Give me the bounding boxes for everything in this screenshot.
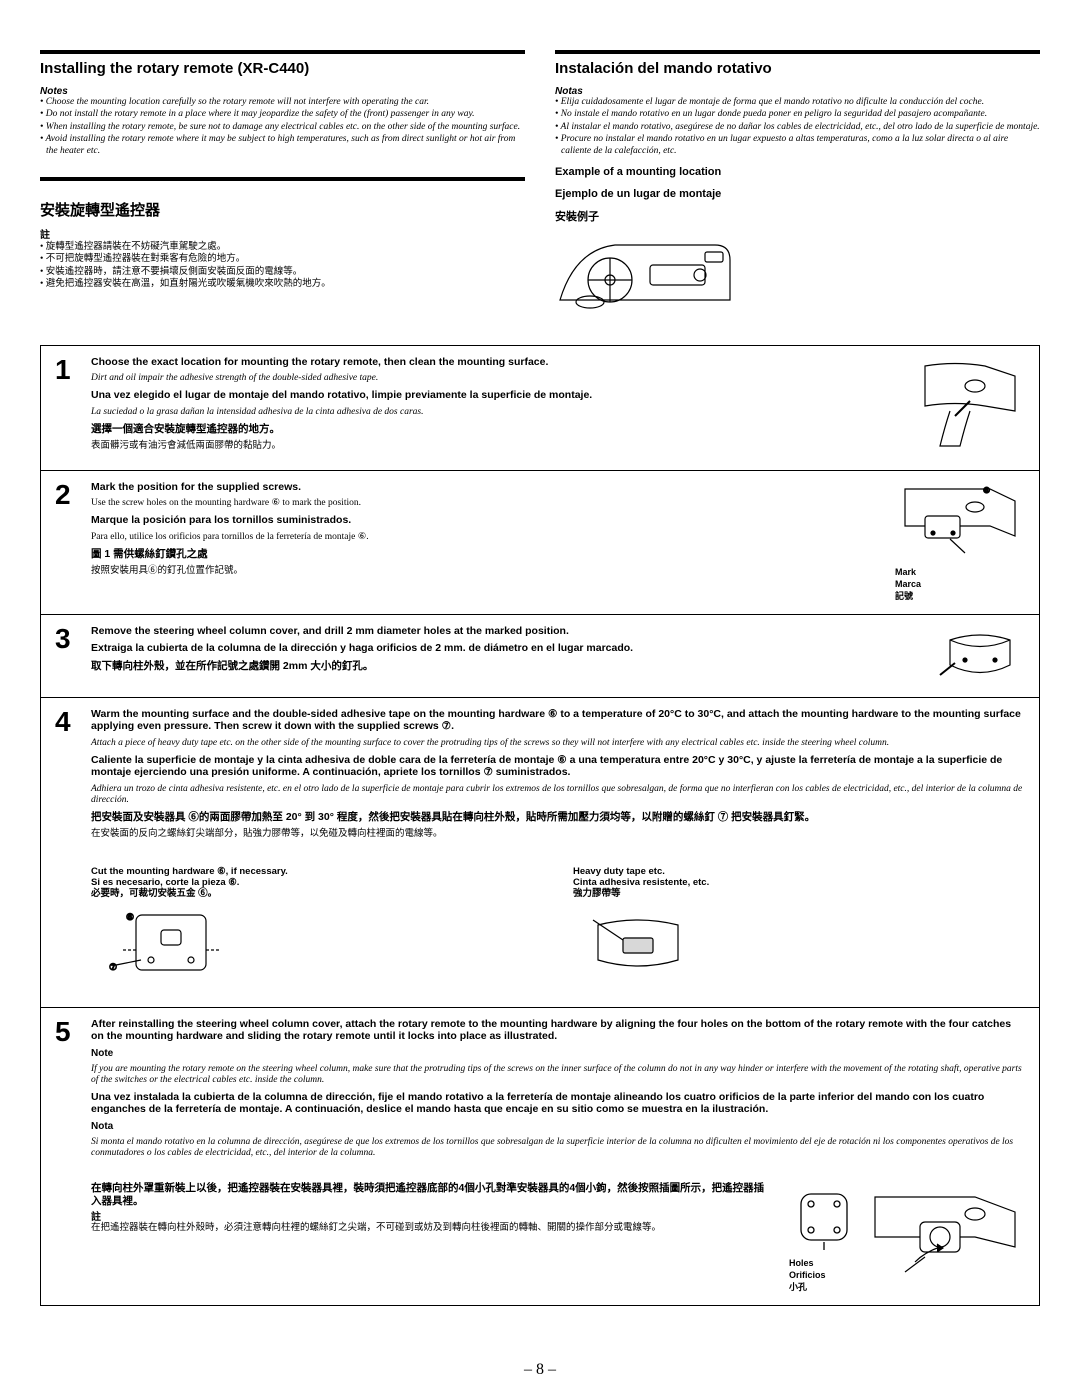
- holes-label-cn: 小孔: [789, 1283, 859, 1293]
- step4-left-cap2: Si es necesario, corte la pieza ⑥.: [91, 877, 543, 888]
- step2-es-reg: Para ello, utilice los orificios para to…: [91, 532, 883, 543]
- title-cn: 安裝旋轉型遙控器: [40, 199, 525, 220]
- step-1: 1 Choose the exact location for mounting…: [41, 346, 1039, 471]
- svg-text:⑦: ⑦: [109, 962, 117, 972]
- rule: [40, 50, 525, 54]
- step4-left-cap3: 必要時，可裁切安裝五金 ⑥。: [91, 888, 543, 899]
- step4-en-italic: Attach a piece of heavy duty tape etc. o…: [91, 738, 1025, 749]
- step1-en-bold: Choose the exact location for mounting t…: [91, 356, 903, 369]
- step4-cn-reg: 在安裝面的反向之螺絲釘尖端部分，貼強力膠帶等，以免碰及轉向柱裡面的電線等。: [91, 829, 1025, 841]
- notes-list-es: Elija cuidadosamente el lugar de montaje…: [555, 97, 1040, 157]
- step5-remote-bottom-illustration: [789, 1182, 859, 1252]
- right-column: Instalación del mando rotativo Notas Eli…: [555, 50, 1040, 325]
- notes-header-es: Notas: [555, 86, 1040, 97]
- svg-text:⑥: ⑥: [983, 486, 990, 495]
- step4-right-cap2: Cinta adhesiva resistente, etc.: [573, 877, 1025, 888]
- example-heading-es: Ejemplo de un lugar de montaje: [555, 187, 1040, 201]
- step4-es-bold: Caliente la superficie de montaje y la c…: [91, 754, 1025, 779]
- title-en: Installing the rotary remote (XR-C440): [40, 60, 525, 78]
- mark-label-en: Mark: [895, 568, 1025, 578]
- step2-illustration: ⑥ Mark Marca 記號: [895, 481, 1025, 602]
- step-number: 4: [55, 708, 81, 995]
- note-item: When installing the rotary remote, be su…: [46, 122, 525, 133]
- step5-en-note-hdr: Note: [91, 1048, 1025, 1059]
- note-item: 安裝遙控器時，請注意不要損壞反側面安裝面反面的電線等。: [46, 266, 525, 278]
- note-item: Avoid installing the rotary remote where…: [46, 134, 525, 157]
- step-3: 3 Remove the steering wheel column cover…: [41, 615, 1039, 698]
- step5-cn-note-hdr: 註: [91, 1208, 769, 1223]
- note-item: 旋轉型遙控器請裝在不妨礙汽車駕駛之處。: [46, 241, 525, 253]
- page-number: – 8 –: [0, 1361, 1080, 1379]
- step5-mount-illustration: [865, 1182, 1025, 1282]
- header-columns: Installing the rotary remote (XR-C440) N…: [40, 50, 1040, 325]
- rule: [40, 177, 525, 181]
- step1-es-bold: Una vez elegido el lugar de montaje del …: [91, 389, 903, 402]
- note-item: Al instalar el mando rotativo, asegúrese…: [561, 122, 1040, 133]
- step4-cn-bold: 把安裝面及安裝器具 ⑥的兩面膠帶加熱至 20° 到 30° 程度，然後把安裝器具…: [91, 811, 1025, 824]
- step5-cn-bold: 在轉向柱外罩重新裝上以後，把遙控器裝在安裝器具裡，裝時須把遙控器底部的4個小孔對…: [91, 1182, 769, 1208]
- step5-es-note-hdr: Nota: [91, 1121, 1025, 1132]
- step-4: 4 Warm the mounting surface and the doub…: [41, 698, 1039, 1008]
- note-item: Choose the mounting location carefully s…: [46, 97, 525, 108]
- step5-cn-reg: 在把遙控器裝在轉向柱外殼時，必須注意轉向柱裡的螺絲釘之尖端，不可碰到或妨及到轉向…: [91, 1223, 769, 1235]
- step4-left-illustration: ⑥ ⑦: [91, 900, 251, 990]
- step-number: 2: [55, 481, 81, 602]
- step-number: 1: [55, 356, 81, 458]
- step5-en-italic: If you are mounting the rotary remote on…: [91, 1064, 1025, 1086]
- step4-right-illustration: [573, 900, 703, 990]
- mark-label-es: Marca: [895, 580, 1025, 590]
- step2-en-reg: Use the screw holes on the mounting hard…: [91, 498, 883, 509]
- notes-list-en: Choose the mounting location carefully s…: [40, 97, 525, 157]
- step1-cn-reg: 表面髒污或有油污會減低兩面膠帶的黏貼力。: [91, 441, 903, 453]
- step4-right-cap3: 強力膠帶等: [573, 888, 1025, 899]
- step3-cn-bold: 取下轉向柱外殼，並在所作記號之處鑽開 2mm 大小的釘孔。: [91, 660, 923, 673]
- step4-left-cap1: Cut the mounting hardware ⑥, if necessar…: [91, 866, 543, 877]
- rule: [555, 50, 1040, 54]
- notes-header-en: Notes: [40, 86, 525, 97]
- notes-list-cn: 旋轉型遙控器請裝在不妨礙汽車駕駛之處。 不可把旋轉型遙控器裝在對乘客有危險的地方…: [40, 241, 525, 290]
- note-item: 避免把遙控器安裝在高溫，如直射陽光或吹暖氣機吹來吹熱的地方。: [46, 278, 525, 290]
- step2-cn-reg: 按照安裝用具⑥的釘孔位置作記號。: [91, 566, 883, 578]
- step1-cn-bold: 選擇一個適合安裝旋轉型遙控器的地方。: [91, 423, 903, 436]
- step3-es-bold: Extraiga la cubierta de la columna de la…: [91, 642, 923, 655]
- step3-illustration: [935, 625, 1025, 685]
- step5-en-bold: After reinstalling the steering wheel co…: [91, 1018, 1025, 1043]
- step5-es-bold: Una vez instalada la cubierta de la colu…: [91, 1091, 1025, 1116]
- step3-en-bold: Remove the steering wheel column cover, …: [91, 625, 923, 638]
- example-heading-en: Example of a mounting location: [555, 165, 1040, 179]
- mark-label-cn: 記號: [895, 592, 1025, 602]
- holes-label-es: Orificios: [789, 1271, 859, 1281]
- step-5: 5 After reinstalling the steering wheel …: [41, 1008, 1039, 1305]
- note-item: Elija cuidadosamente el lugar de montaje…: [561, 97, 1040, 108]
- example-heading-cn: 安裝例子: [555, 210, 1040, 224]
- note-item: Procure no instalar el mando rotativo en…: [561, 134, 1040, 157]
- step-2: 2 Mark the position for the supplied scr…: [41, 471, 1039, 615]
- step1-es-italic: La suciedad o la grasa dañan la intensid…: [91, 407, 903, 418]
- step1-en-italic: Dirt and oil impair the adhesive strengt…: [91, 373, 903, 384]
- note-item: No instale el mando rotativo en un lugar…: [561, 109, 1040, 120]
- notes-header-cn: 註: [40, 226, 525, 241]
- note-item: Do not install the rotary remote in a pl…: [46, 109, 525, 120]
- step4-right-cap1: Heavy duty tape etc.: [573, 866, 1025, 877]
- step5-es-italic: Si monta el mando rotativo en la columna…: [91, 1137, 1025, 1159]
- step2-en-bold: Mark the position for the supplied screw…: [91, 481, 883, 494]
- left-column: Installing the rotary remote (XR-C440) N…: [40, 50, 525, 325]
- step4-es-italic: Adhiera un trozo de cinta adhesiva resis…: [91, 784, 1025, 806]
- step-number: 3: [55, 625, 81, 685]
- step1-illustration: [915, 356, 1025, 458]
- step2-cn-bold: 圖 1 需供螺絲釘鑽孔之處: [91, 548, 883, 561]
- holes-label-en: Holes: [789, 1259, 859, 1269]
- step2-es-bold: Marque la posición para los tornillos su…: [91, 514, 883, 527]
- step-number: 5: [55, 1018, 81, 1293]
- svg-text:⑥: ⑥: [126, 912, 134, 922]
- step4-en-bold: Warm the mounting surface and the double…: [91, 708, 1025, 733]
- note-item: 不可把旋轉型遙控器裝在對乘客有危險的地方。: [46, 253, 525, 265]
- dashboard-illustration: [555, 230, 735, 320]
- step4-subrow: Cut the mounting hardware ⑥, if necessar…: [91, 866, 1025, 995]
- title-es: Instalación del mando rotativo: [555, 60, 1040, 78]
- steps-container: 1 Choose the exact location for mounting…: [40, 345, 1040, 1306]
